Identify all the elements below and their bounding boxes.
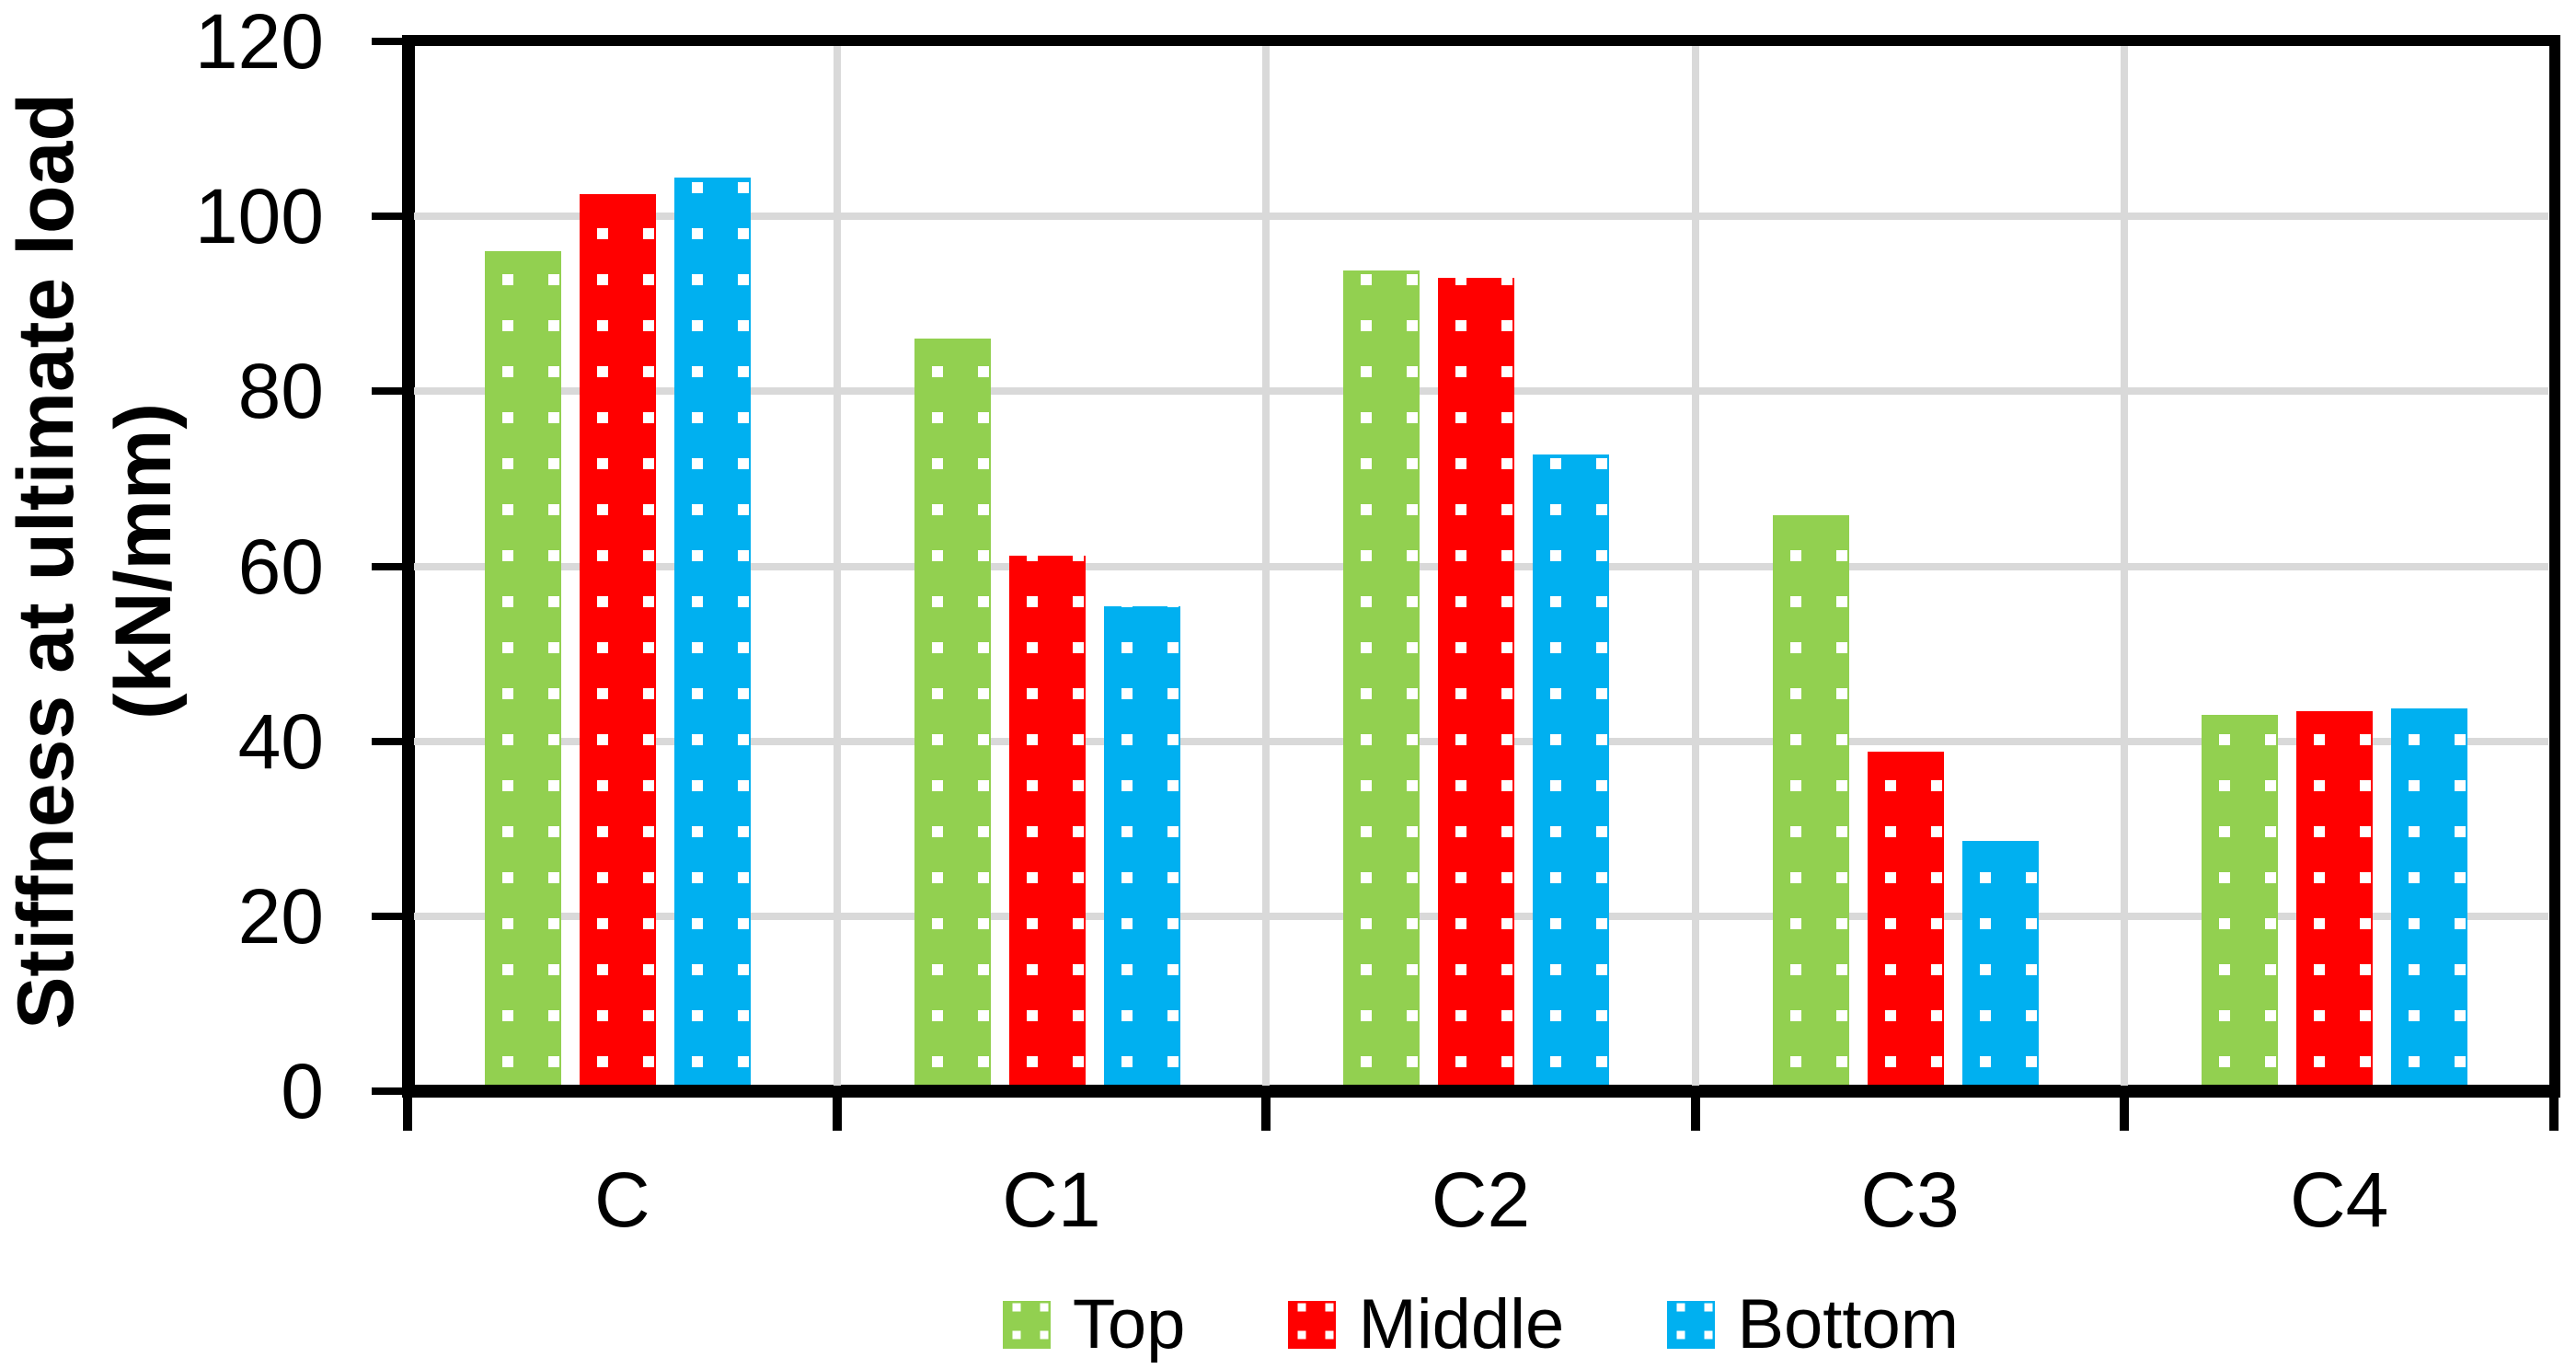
- x-tick-3: [1690, 1098, 1700, 1131]
- plot-area-border: [402, 35, 2560, 1098]
- y-tick-120: [372, 38, 403, 45]
- category-label-C4: C4: [2289, 1156, 2389, 1243]
- legend-swatch-top: [1002, 1301, 1051, 1349]
- x-tick-5: [2549, 1098, 2559, 1131]
- legend: Top Middle Bottom: [408, 1286, 2554, 1363]
- bar-C4-middle: [2296, 711, 2373, 1085]
- v-gridline-1: [833, 46, 841, 1086]
- x-tick-4: [2120, 1098, 2130, 1131]
- x-tick-2: [1261, 1098, 1271, 1131]
- bar-C1-middle: [1009, 556, 1086, 1085]
- category-label-C2: C2: [1431, 1156, 1531, 1243]
- bar-C3-top: [1773, 515, 1849, 1085]
- y-tick-label-60: 60: [237, 523, 324, 610]
- legend-label-top: Top: [1072, 1285, 1186, 1363]
- bar-C4-top: [2202, 715, 2278, 1085]
- category-label-C3: C3: [1860, 1156, 1960, 1243]
- y-tick-80: [372, 387, 403, 396]
- legend-item-top: Top: [1002, 1285, 1186, 1363]
- bar-C1-top: [914, 339, 991, 1085]
- h-gridline-100: [414, 213, 2548, 221]
- bar-C-bottom: [674, 178, 751, 1085]
- legend-label-bottom: Bottom: [1737, 1285, 1960, 1363]
- category-label-C1: C1: [1002, 1156, 1101, 1243]
- x-tick-0: [403, 1098, 412, 1131]
- legend-item-bottom: Bottom: [1667, 1286, 1959, 1363]
- y-tick-label-20: 20: [237, 872, 324, 960]
- y-tick-60: [372, 562, 403, 570]
- bar-C2-bottom: [1533, 454, 1609, 1085]
- y-tick-label-80: 80: [237, 348, 324, 435]
- y-axis-title-line: Stiffness at ultimate load: [2, 93, 90, 1030]
- legend-swatch-bottom: [1667, 1301, 1716, 1349]
- y-tick-100: [372, 213, 403, 221]
- bar-C-middle: [580, 194, 656, 1085]
- bar-C3-middle: [1868, 752, 1944, 1085]
- x-tick-1: [832, 1098, 842, 1131]
- y-tick-20: [372, 912, 403, 920]
- y-tick-40: [372, 737, 403, 745]
- bar-C1-bottom: [1104, 606, 1180, 1085]
- bar-C2-top: [1343, 270, 1420, 1085]
- legend-swatch-middle: [1288, 1301, 1337, 1349]
- y-tick-label-100: 100: [194, 173, 324, 260]
- v-gridline-3: [1691, 46, 1699, 1086]
- bar-C2-middle: [1438, 278, 1514, 1085]
- legend-label-middle: Middle: [1358, 1285, 1565, 1363]
- bar-C4-bottom: [2391, 708, 2467, 1085]
- y-tick-label-40: 40: [237, 697, 324, 785]
- y-tick-0: [372, 1087, 403, 1095]
- v-gridline-4: [2121, 46, 2129, 1086]
- y-tick-label-0: 0: [281, 1048, 324, 1134]
- bar-C-top: [485, 251, 561, 1085]
- legend-item-middle: Middle: [1288, 1286, 1564, 1363]
- y-tick-label-120: 120: [194, 0, 324, 85]
- category-label-C: C: [593, 1156, 650, 1243]
- bar-C3-bottom: [1962, 841, 2039, 1085]
- v-gridline-2: [1262, 46, 1271, 1086]
